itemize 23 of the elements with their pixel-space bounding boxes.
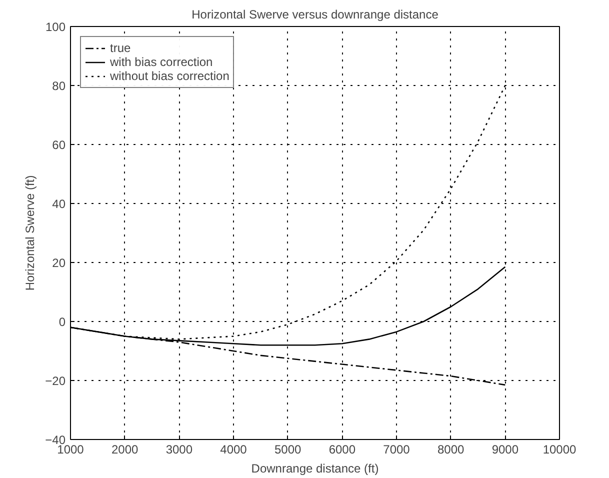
y-tick-label: 40 <box>52 197 66 211</box>
x-tick-label: 7000 <box>383 442 410 456</box>
x-axis-title: Downrange distance (ft) <box>251 462 379 476</box>
x-tick-label: 8000 <box>437 442 465 456</box>
x-tick-label: 1000 <box>57 442 84 456</box>
legend-label: with bias correction <box>110 55 213 69</box>
legend-label: true <box>110 41 131 55</box>
x-tick-label: 9000 <box>492 442 519 456</box>
x-tick-label: 5000 <box>274 442 302 456</box>
y-tick-label: −20 <box>45 374 66 388</box>
y-tick-label: 80 <box>52 79 66 93</box>
x-tick-label: 6000 <box>328 442 356 456</box>
y-tick-label: 60 <box>52 138 66 152</box>
y-tick-label: 20 <box>52 256 66 270</box>
x-tick-label: 4000 <box>220 442 248 456</box>
x-tick-label: 3000 <box>166 442 193 456</box>
y-tick-label: 100 <box>45 20 66 34</box>
y-tick-label: 0 <box>58 315 66 329</box>
x-tick-label: 10000 <box>542 442 577 456</box>
chart-title: Horizontal Swerve versus downrange distance <box>192 8 439 22</box>
legend-label: without bias correction <box>110 69 230 83</box>
y-axis-title: Horizontal Swerve (ft) <box>23 175 38 291</box>
x-tick-label: 2000 <box>111 442 139 456</box>
